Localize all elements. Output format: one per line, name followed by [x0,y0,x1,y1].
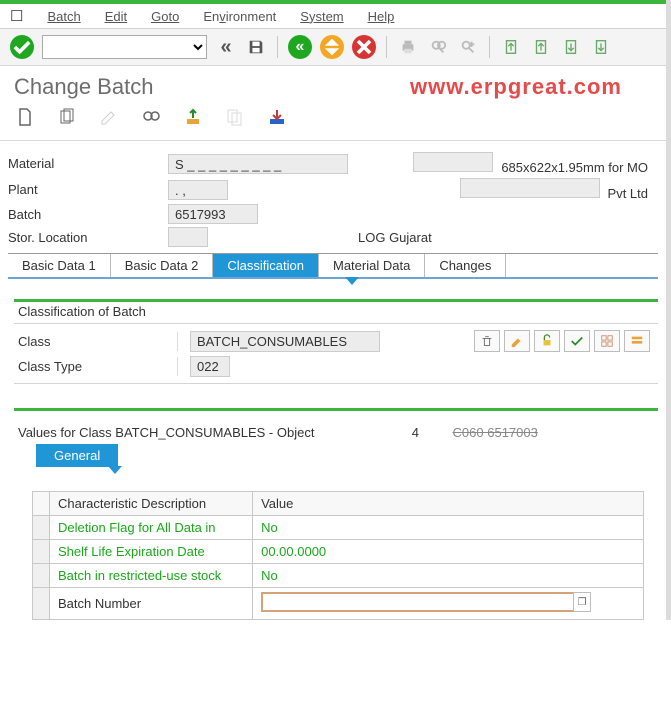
system-toolbar: « « [0,29,666,66]
table-row-selected[interactable]: Batch Number ❐ [33,588,644,620]
tab-material-data[interactable]: Material Data [319,254,425,277]
header-fields: Material S _ _ _ _ _ _ _ _ _ 685x622x1.9… [0,141,666,247]
subtab-general[interactable]: General [36,444,118,467]
table-row[interactable]: Batch in restricted-use stock No [33,564,644,588]
save-icon[interactable] [245,36,267,58]
prev-page-icon[interactable] [530,36,552,58]
first-page-icon[interactable] [500,36,522,58]
page-title-bar: Change Batch www.erpgreat.com [0,66,666,102]
menu-bar: ☐ Batch Edit Goto Environment System Hel… [0,4,666,29]
unlock-icon[interactable] [534,330,560,352]
next-page-icon[interactable] [560,36,582,58]
tab-changes[interactable]: Changes [425,254,506,277]
menu-edit[interactable]: Edit [105,9,127,24]
class-row: Class BATCH_CONSUMABLES [14,328,658,354]
tab-basic-data-2[interactable]: Basic Data 2 [111,254,214,277]
classification-section: Classification of Batch Class BATCH_CONS… [14,299,658,620]
edit-class-icon[interactable] [504,330,530,352]
edit-icon[interactable] [98,106,120,128]
watermark: www.erpgreat.com [410,74,622,100]
table-row[interactable]: Shelf Life Expiration Date 00.00.0000 [33,540,644,564]
find-next-icon[interactable] [457,36,479,58]
field-material: Material S _ _ _ _ _ _ _ _ _ 685x622x1.9… [8,152,658,175]
new-document-icon[interactable] [14,106,36,128]
field-plant: Plant . , Pvt Ltd [8,178,658,201]
tab-strip: Basic Data 1 Basic Data 2 Classification… [8,253,658,279]
print-icon[interactable] [397,36,419,58]
documents-icon[interactable] [224,106,246,128]
double-back-icon[interactable]: « [215,36,237,58]
back-button[interactable]: « [288,35,312,59]
menu-goto[interactable]: Goto [151,9,179,24]
value-help-icon[interactable]: ❐ [573,592,591,612]
app-menu-icon[interactable]: ☐ [10,7,23,25]
class-type-row: Class Type 022 [14,354,658,379]
classification-title: Classification of Batch [14,302,658,321]
layout-icon[interactable] [624,330,650,352]
delete-icon[interactable] [474,330,500,352]
list-icon[interactable] [594,330,620,352]
tab-basic-data-1[interactable]: Basic Data 1 [8,254,111,277]
last-page-icon[interactable] [590,36,612,58]
check-icon[interactable] [564,330,590,352]
page-title: Change Batch [14,74,153,99]
menu-batch[interactable]: Batch [47,9,80,24]
col-characteristic: Characteristic Description [50,492,253,516]
upload-icon[interactable] [182,106,204,128]
values-title: Values for Class BATCH_CONSUMABLES - Obj… [18,425,654,440]
copy-icon[interactable] [56,106,78,128]
characteristics-table: Characteristic Description Value Deletio… [32,491,644,620]
col-value: Value [253,492,644,516]
find-icon[interactable] [427,36,449,58]
menu-help[interactable]: Help [368,9,395,24]
enter-button[interactable] [10,35,34,59]
cancel-button[interactable] [352,35,376,59]
exit-button[interactable] [320,35,344,59]
table-row[interactable]: Deletion Flag for All Data in No [33,516,644,540]
app-toolbar [0,102,666,141]
batch-number-input: ❐ [261,592,591,612]
menu-environment[interactable]: Environment [203,9,276,24]
field-stor-location: Stor. Location LOG Gujarat [8,227,658,247]
command-field[interactable] [42,35,207,59]
tab-classification[interactable]: Classification [213,254,319,277]
import-icon[interactable] [266,106,288,128]
subtab-strip: General [36,444,658,477]
display-icon[interactable] [140,106,162,128]
menu-system[interactable]: System [300,9,343,24]
field-batch: Batch 6517993 [8,204,658,224]
